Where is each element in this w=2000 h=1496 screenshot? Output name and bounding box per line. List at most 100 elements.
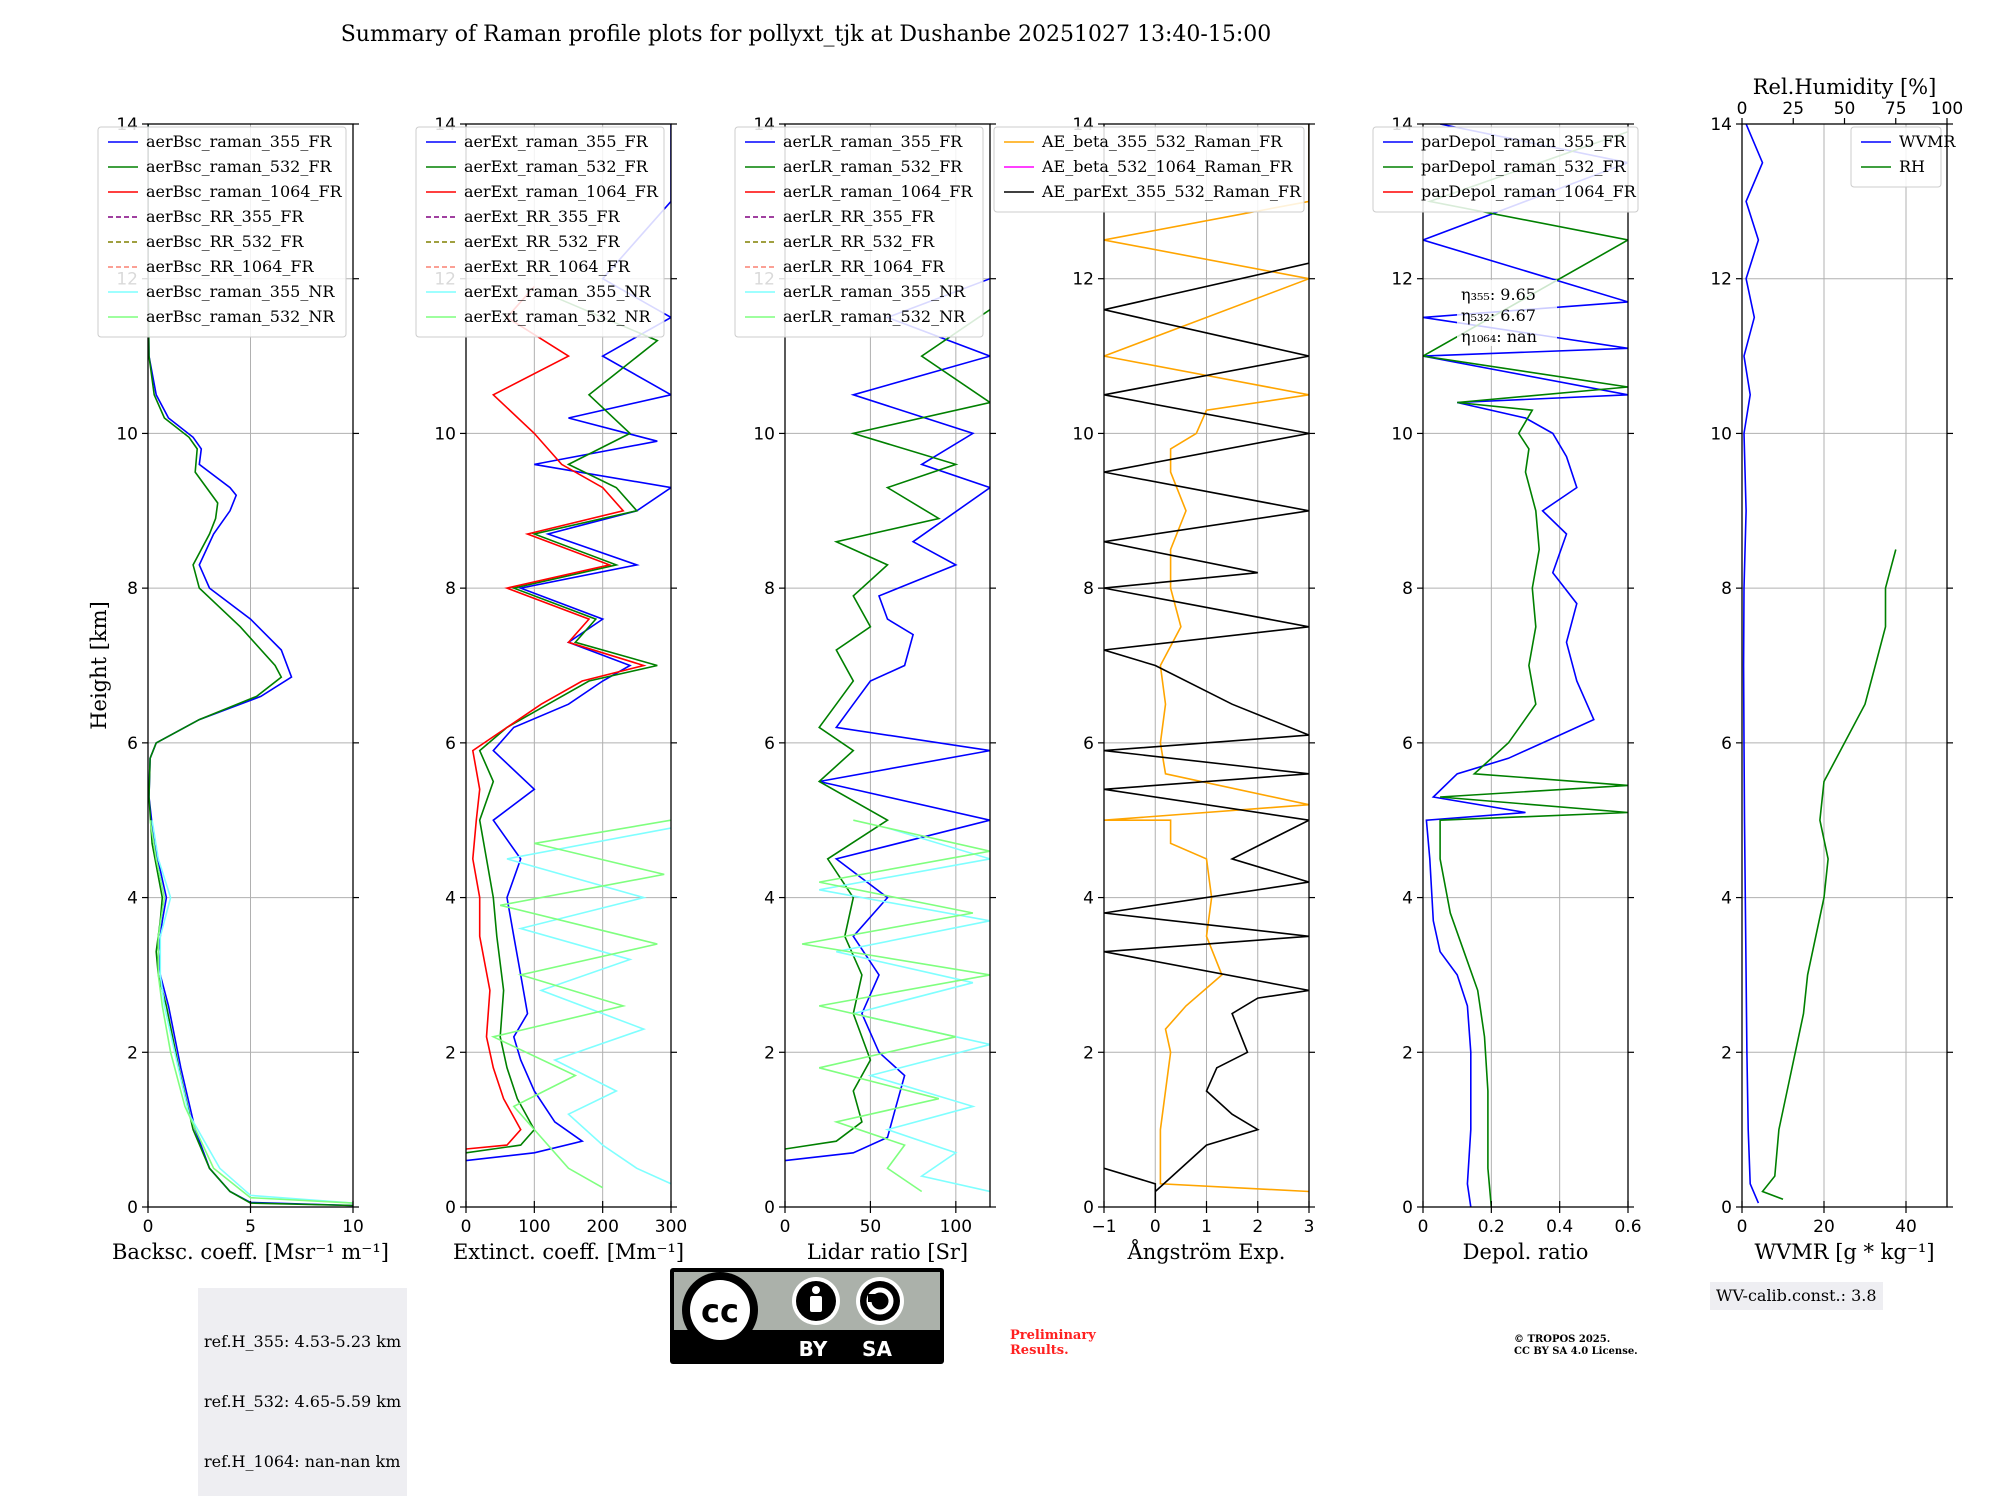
y-tick-label: 2 [1721,1043,1732,1063]
copyright-line-1: © TROPOS 2025. [1514,1334,1611,1345]
legend-entry: aerLR_raman_532_FR [783,157,963,176]
axes-frame [1422,123,1629,1208]
y-tick-label: 0 [1083,1198,1094,1218]
eta-annotation-box [1457,280,1557,346]
y-tick-label: 4 [764,889,775,909]
top-x-tick-label: 75 [1885,99,1907,119]
axes-frame [784,123,991,1208]
x-tick-label: 1 [1201,1217,1212,1237]
legend-entry: aerLR_RR_1064_FR [783,257,945,276]
eta-annotation-line: η₃₅₅: 9.65 [1461,285,1536,304]
top-x-axis-label: Rel.Humidity [%] [1753,75,1937,99]
x-tick-label: 5 [245,1217,256,1237]
legend: parDepol_raman_355_FR parDepol_raman_532_… [1372,126,1639,213]
x-tick-label: 20 [1813,1217,1835,1237]
legend-entry: parDepol_raman_1064_FR [1421,182,1637,201]
copyright-note: © TROPOS 2025. CC BY SA 4.0 License. [1514,1334,1638,1358]
series-line-RH [1761,549,1897,1201]
y-tick-label: 4 [1083,889,1094,909]
x-tick-label: 50 [860,1217,882,1237]
x-tick-label: 0.4 [1546,1217,1573,1237]
legend-entry: aerExt_RR_1064_FR [464,257,631,276]
panel-1: 051002468101214Backsc. coeff. [Msr⁻¹ m⁻¹… [87,115,389,1264]
y-tick-label: 0 [1402,1198,1413,1218]
x-tick-label: 0.6 [1614,1217,1641,1237]
legend: aerExt_raman_355_FR aerExt_raman_532_FRae… [415,126,665,338]
y-tick-label: 4 [1721,889,1732,909]
top-x-tick-label: 50 [1834,99,1856,119]
ref-heights-box: ref.H_355: 4.53-5.23 km ref.H_532: 4.65-… [198,1288,408,1496]
x-tick-label: 0 [461,1217,472,1237]
legend-entry: aerExt_raman_355_NR [464,282,652,301]
preliminary-note: Preliminary Results. [1010,1328,1096,1358]
legend-entry: aerBsc_RR_532_FR [146,232,304,251]
wv-calib-box: WV-calib.const.: 3.8 [1710,1282,1883,1310]
x-tick-label: 0 [1418,1217,1429,1237]
legend-entry: aerExt_raman_532_NR [464,307,652,326]
series-line-AE_beta_355_532_Raman_FR [1104,124,1309,1193]
y-tick-label: 2 [1402,1043,1413,1063]
legend-entry: RH [1899,157,1925,176]
series-group [1742,124,1897,1204]
legend-entry: AE_beta_532_1064_Raman_FR [1041,157,1293,176]
legend-entry: aerExt_RR_355_FR [464,207,621,226]
y-tick-label: 8 [1083,579,1094,599]
x-tick-label: −1 [1091,1217,1116,1237]
y-tick-label: 10 [434,424,456,444]
axes-frame [465,123,672,1208]
y-tick-label: 0 [127,1198,138,1218]
panel-3: 05010002468101214Lidar ratio [Sr]aerLR_r… [734,115,996,1264]
y-tick-label: 6 [1721,734,1732,754]
top-x-tick-label: 25 [1782,99,1804,119]
legend-entry: aerBsc_raman_1064_FR [146,182,343,201]
series-line-aerBsc_raman_532_NR [149,820,353,1204]
legend-entry: aerExt_RR_532_FR [464,232,621,251]
x-tick-label: 0 [1150,1217,1161,1237]
legend-frame [415,126,665,338]
x-tick-label: 300 [655,1217,687,1237]
x-axis-label: Extinct. coeff. [Mm⁻¹] [453,1240,684,1264]
y-axis-label: Height [km] [87,601,111,730]
series-line-aerExt_raman_355_FR [466,124,671,1162]
legend: aerLR_raman_355_FR aerLR_raman_532_FR aerL… [734,126,984,338]
x-tick-label: 0 [780,1217,791,1237]
legend-entry: aerLR_raman_532_NR [783,307,966,326]
x-axis-label: WVMR [g * kg⁻¹] [1754,1240,1934,1264]
legend: AE_beta_355_532_Raman_FR AE_beta_532_1064… [993,126,1305,213]
y-tick-label: 10 [1072,424,1094,444]
series-group [1423,124,1628,1207]
y-tick-label: 10 [116,424,138,444]
y-tick-label: 8 [764,579,775,599]
series-line-aerLR_raman_532_FR [785,309,990,1150]
series-line-aerLR_raman_355_FR [785,277,990,1162]
y-tick-label: 6 [1083,734,1094,754]
x-axis-label: Lidar ratio [Sr] [807,1240,968,1264]
legend-entry: aerBsc_raman_532_FR [146,157,332,176]
series-group [1104,124,1309,1207]
legend-entry: aerLR_raman_1064_FR [783,182,973,201]
panel-2: 010020030002468101214Extinct. coeff. [Mm… [415,115,687,1264]
preliminary-line-1: Preliminary [1010,1328,1096,1343]
preliminary-line-2: Results. [1010,1343,1069,1358]
copyright-line-2: CC BY SA 4.0 License. [1514,1346,1638,1357]
x-tick-label: 0 [1737,1217,1748,1237]
legend-entry: aerBsc_raman_355_NR [146,282,335,301]
top-x-tick-label: 0 [1737,99,1748,119]
y-tick-label: 2 [127,1043,138,1063]
series-line-aerBsc_raman_532_FR [148,124,353,1207]
legend-entry: aerBsc_RR_1064_FR [146,257,315,276]
x-tick-label: 100 [940,1217,972,1237]
legend-frame [993,126,1305,213]
y-tick-label: 14 [1710,115,1732,135]
y-tick-label: 12 [1391,270,1413,290]
svg-text:cc: cc [701,1292,739,1330]
eta-annotation-line: η₁₀₆₄: nan [1461,327,1537,346]
badge-sa-text: SA [862,1337,892,1361]
badge-by-text: BY [799,1337,828,1361]
y-tick-label: 6 [1402,734,1413,754]
x-axis-label: Backsc. coeff. [Msr⁻¹ m⁻¹] [112,1240,389,1264]
x-tick-label: 0 [143,1217,154,1237]
legend-entry: AE_beta_355_532_Raman_FR [1041,132,1283,151]
y-tick-label: 10 [1710,424,1732,444]
